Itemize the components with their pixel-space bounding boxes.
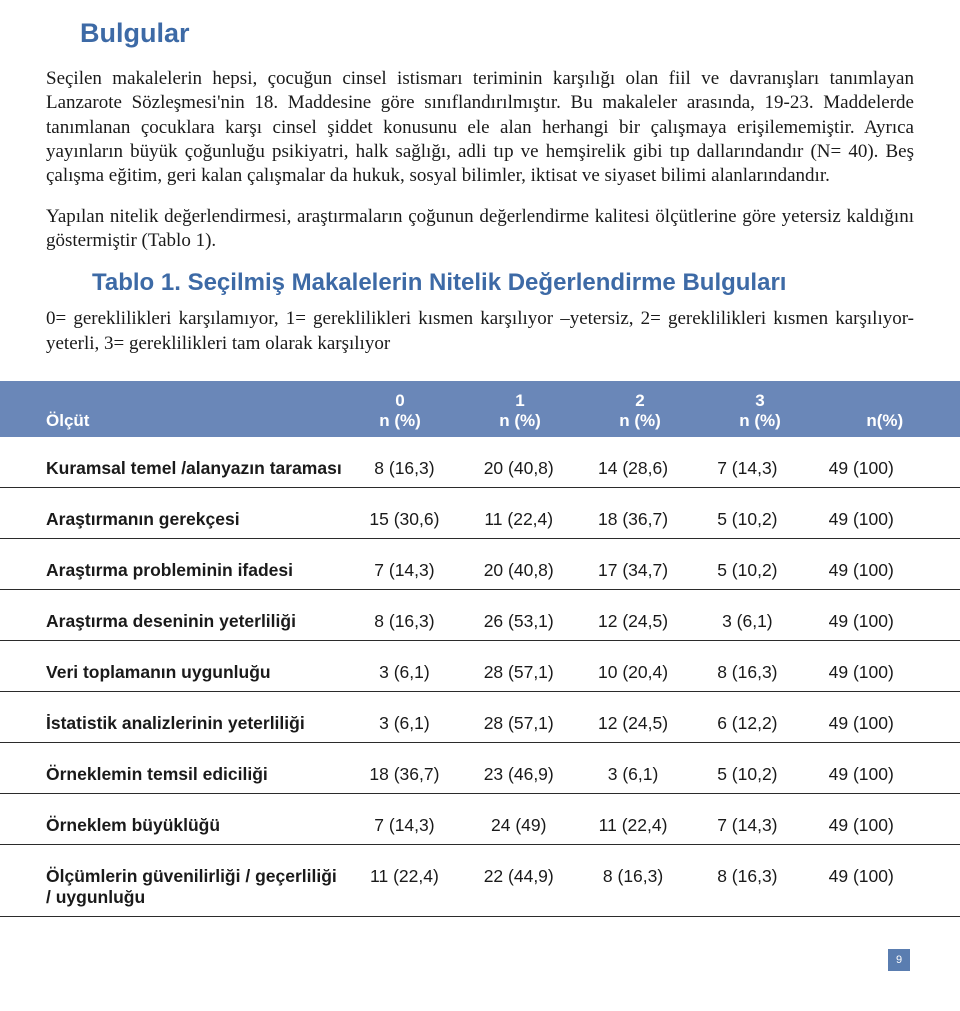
row-cell: 24 (49)	[462, 793, 576, 844]
row-cell: 20 (40,8)	[462, 437, 576, 488]
table-row: Örneklem büyüklüğü7 (14,3)24 (49)11 (22,…	[0, 793, 960, 844]
row-cell: 7 (14,3)	[690, 793, 804, 844]
row-cell: 49 (100)	[805, 538, 960, 589]
row-cell: 49 (100)	[805, 589, 960, 640]
header-sub-3: n (%)	[700, 411, 820, 431]
row-cell: 8 (16,3)	[690, 844, 804, 916]
row-label: İstatistik analizlerinin yeterliliği	[0, 691, 347, 742]
row-label: Örneklemin temsil ediciliği	[0, 742, 347, 793]
header-num-3: 3	[700, 391, 820, 411]
table-row: Araştırma deseninin yeterliliği8 (16,3)2…	[0, 589, 960, 640]
row-cell: 7 (14,3)	[347, 793, 461, 844]
row-cell: 8 (16,3)	[690, 640, 804, 691]
row-cell: 18 (36,7)	[347, 742, 461, 793]
table-row: Kuramsal temel /alanyazın taraması8 (16,…	[0, 437, 960, 488]
table-heading: Tablo 1. Seçilmiş Makalelerin Nitelik De…	[92, 269, 914, 297]
row-cell: 20 (40,8)	[462, 538, 576, 589]
table-row: Araştırma probleminin ifadesi7 (14,3)20 …	[0, 538, 960, 589]
row-cell: 3 (6,1)	[347, 640, 461, 691]
row-cell: 28 (57,1)	[462, 640, 576, 691]
header-num-2: 2	[580, 391, 700, 411]
row-cell: 15 (30,6)	[347, 487, 461, 538]
row-cell: 11 (22,4)	[462, 487, 576, 538]
row-cell: 28 (57,1)	[462, 691, 576, 742]
section-heading: Bulgular	[80, 18, 914, 49]
table-row: Veri toplamanın uygunluğu3 (6,1)28 (57,1…	[0, 640, 960, 691]
row-label: Araştırma probleminin ifadesi	[0, 538, 347, 589]
row-cell: 5 (10,2)	[690, 742, 804, 793]
row-cell: 7 (14,3)	[690, 437, 804, 488]
row-cell: 8 (16,3)	[347, 589, 461, 640]
table-row: Araştırmanın gerekçesi15 (30,6)11 (22,4)…	[0, 487, 960, 538]
header-num-0: 0	[340, 391, 460, 411]
row-label: Araştırmanın gerekçesi	[0, 487, 347, 538]
page-number-box: 9	[888, 949, 910, 971]
row-cell: 5 (10,2)	[690, 487, 804, 538]
row-cell: 22 (44,9)	[462, 844, 576, 916]
header-cell-total: n(%)	[820, 411, 940, 437]
row-cell: 3 (6,1)	[690, 589, 804, 640]
row-cell: 49 (100)	[805, 437, 960, 488]
row-cell: 12 (24,5)	[576, 691, 690, 742]
row-cell: 11 (22,4)	[347, 844, 461, 916]
page: Bulgular Seçilen makalelerin hepsi, çocu…	[0, 0, 960, 1011]
row-label: Örneklem büyüklüğü	[0, 793, 347, 844]
row-cell: 3 (6,1)	[347, 691, 461, 742]
header-cell-0: 0 n (%)	[340, 391, 460, 437]
body-paragraph-1: Seçilen makalelerin hepsi, çocuğun cinse…	[46, 67, 914, 189]
row-cell: 10 (20,4)	[576, 640, 690, 691]
row-cell: 14 (28,6)	[576, 437, 690, 488]
header-sub-2: n (%)	[580, 411, 700, 431]
header-sub-total: n(%)	[866, 411, 903, 430]
row-cell: 49 (100)	[805, 742, 960, 793]
body-paragraph-2: Yapılan nitelik değerlendirmesi, araştır…	[46, 205, 914, 254]
row-cell: 26 (53,1)	[462, 589, 576, 640]
scale-legend: 0= gereklilikleri karşılamıyor, 1= gerek…	[46, 307, 914, 356]
header-cell-olcut: Ölçüt	[0, 411, 340, 437]
row-label: Ölçümlerin güvenilirliği / geçerliliği /…	[0, 844, 347, 916]
data-table: Kuramsal temel /alanyazın taraması8 (16,…	[0, 437, 960, 917]
row-cell: 8 (16,3)	[347, 437, 461, 488]
row-cell: 3 (6,1)	[576, 742, 690, 793]
row-cell: 7 (14,3)	[347, 538, 461, 589]
row-cell: 49 (100)	[805, 844, 960, 916]
row-cell: 12 (24,5)	[576, 589, 690, 640]
row-cell: 18 (36,7)	[576, 487, 690, 538]
table-row: Örneklemin temsil ediciliği18 (36,7)23 (…	[0, 742, 960, 793]
row-cell: 49 (100)	[805, 487, 960, 538]
header-cell-3: 3 n (%)	[700, 391, 820, 437]
header-cell-1: 1 n (%)	[460, 391, 580, 437]
row-cell: 49 (100)	[805, 793, 960, 844]
header-sub-1: n (%)	[460, 411, 580, 431]
page-number: 9	[896, 954, 902, 966]
row-cell: 8 (16,3)	[576, 844, 690, 916]
row-cell: 49 (100)	[805, 640, 960, 691]
row-cell: 5 (10,2)	[690, 538, 804, 589]
row-label: Araştırma deseninin yeterliliği	[0, 589, 347, 640]
row-cell: 6 (12,2)	[690, 691, 804, 742]
header-sub-0: n (%)	[340, 411, 460, 431]
table-row: İstatistik analizlerinin yeterliliği3 (6…	[0, 691, 960, 742]
row-cell: 17 (34,7)	[576, 538, 690, 589]
row-cell: 11 (22,4)	[576, 793, 690, 844]
header-cell-2: 2 n (%)	[580, 391, 700, 437]
table-header-band: Ölçüt 0 n (%) 1 n (%) 2 n (%) 3 n (%) n(…	[0, 381, 960, 437]
header-num-1: 1	[460, 391, 580, 411]
row-cell: 23 (46,9)	[462, 742, 576, 793]
row-cell: 49 (100)	[805, 691, 960, 742]
row-label: Veri toplamanın uygunluğu	[0, 640, 347, 691]
row-label: Kuramsal temel /alanyazın taraması	[0, 437, 347, 488]
table-row: Ölçümlerin güvenilirliği / geçerliliği /…	[0, 844, 960, 916]
